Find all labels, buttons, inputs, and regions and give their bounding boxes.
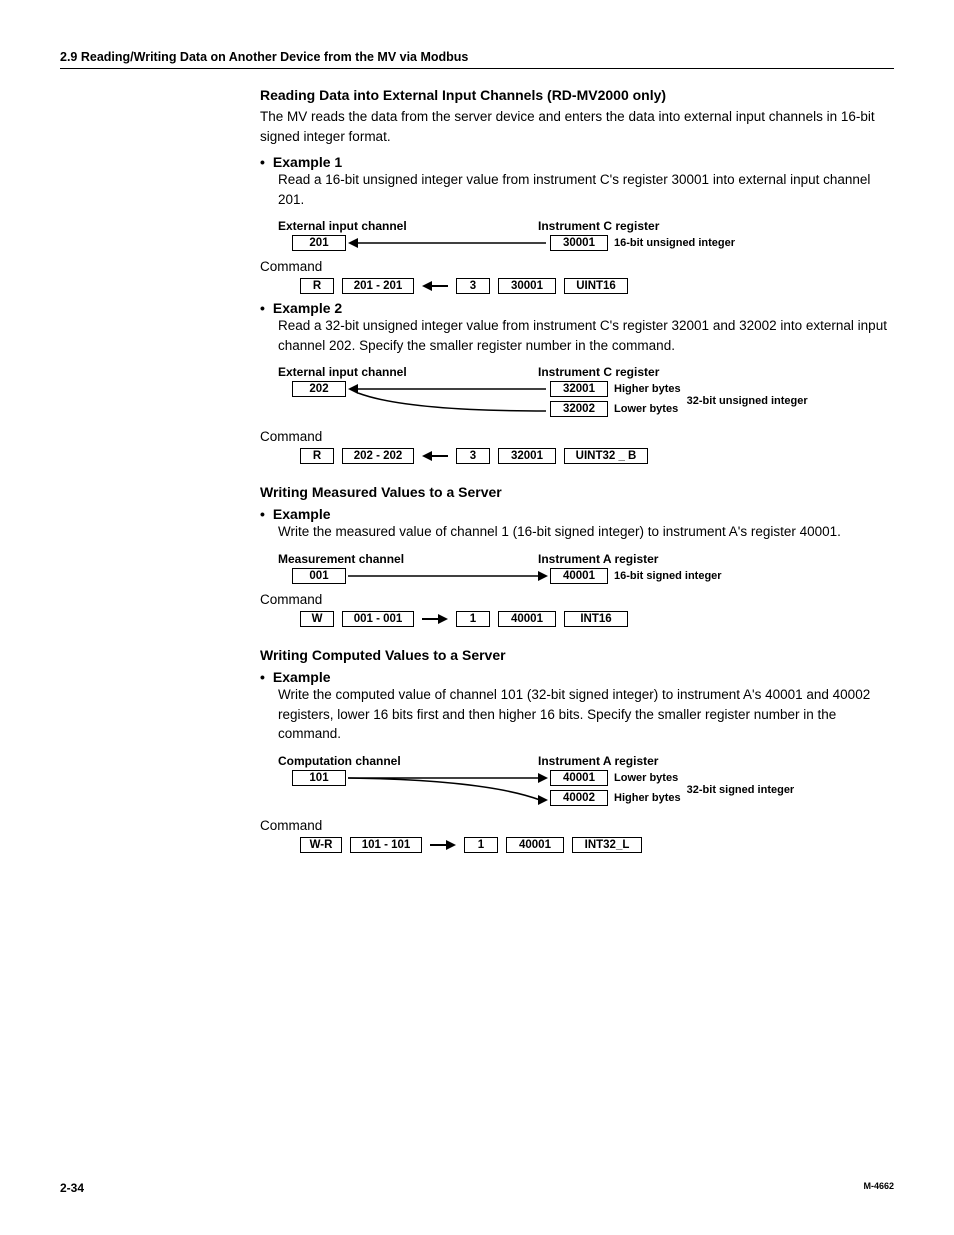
arrow-right-icon (430, 839, 456, 851)
sec3-example-heading: • Example (260, 669, 894, 685)
ex1-right-box: 30001 (550, 235, 608, 251)
cmd-box: 32001 (498, 448, 556, 464)
multi-arrow-left-icon (346, 381, 550, 421)
example2-heading: • Example 2 (260, 300, 894, 316)
sec3-reg1-annot: Lower bytes (614, 772, 678, 784)
ex1-left-box: 201 (292, 235, 346, 251)
cmd-box: 3 (456, 448, 490, 464)
cmd-box: UINT32 _ B (564, 448, 648, 464)
command-label: Command (260, 818, 894, 833)
ex1-command: R 201 - 201 3 30001 UINT16 (278, 278, 894, 294)
sec2-command: W 001 - 001 1 40001 INT16 (278, 611, 894, 627)
sec2-right-label: Instrument A register (538, 552, 658, 566)
example2-diagram: External input channel Instrument C regi… (278, 365, 894, 421)
example1-diagram: External input channel Instrument C regi… (278, 219, 894, 251)
cmd-box: 1 (464, 837, 498, 853)
ex2-reg1-annot: Higher bytes (614, 383, 681, 395)
section1-intro: The MV reads the data from the server de… (260, 107, 894, 146)
arrow-left-icon (422, 450, 448, 462)
cmd-box: W (300, 611, 334, 627)
sec3-left-box: 101 (292, 770, 346, 786)
ex1-right-annot: 16-bit unsigned integer (614, 237, 735, 249)
example1-text: Read a 16-bit unsigned integer value fro… (278, 170, 894, 209)
sec3-reg1-box: 40001 (550, 770, 608, 786)
page-footer: 2-34 M-4662 (60, 1181, 894, 1195)
example2-text: Read a 32-bit unsigned integer value fro… (278, 316, 894, 355)
sec3-diagram: Computation channel Instrument A registe… (278, 754, 894, 810)
cmd-box: 202 - 202 (342, 448, 414, 464)
section1-title: Reading Data into External Input Channel… (260, 87, 894, 103)
sec3-right-annot: 32-bit signed integer (687, 784, 795, 796)
sec3-example-text: Write the computed value of channel 101 … (278, 685, 894, 744)
ex1-left-label: External input channel (278, 219, 538, 233)
ex2-right-annot: 32-bit unsigned integer (687, 395, 808, 407)
sec2-example-text: Write the measured value of channel 1 (1… (278, 522, 894, 542)
sec2-left-box: 001 (292, 568, 346, 584)
cmd-box: INT16 (564, 611, 628, 627)
example2-title: Example 2 (273, 300, 342, 316)
cmd-box: 1 (456, 611, 490, 627)
cmd-box: W-R (300, 837, 342, 853)
bullet-icon: • (260, 506, 265, 522)
arrow-left-icon (422, 280, 448, 292)
page-number: 2-34 (60, 1181, 84, 1195)
ex2-reg2-box: 32002 (550, 401, 608, 417)
page-header: 2.9 Reading/Writing Data on Another Devi… (60, 50, 894, 69)
section2-title: Writing Measured Values to a Server (260, 484, 894, 500)
sec3-reg2-box: 40002 (550, 790, 608, 806)
ex2-left-box: 202 (292, 381, 346, 397)
ex2-reg2-annot: Lower bytes (614, 403, 678, 415)
sec2-example-title: Example (273, 506, 331, 522)
ex1-right-label: Instrument C register (538, 219, 659, 233)
arrow-right-icon (346, 568, 550, 584)
ex2-reg1-box: 32001 (550, 381, 608, 397)
cmd-box: UINT16 (564, 278, 628, 294)
command-label: Command (260, 592, 894, 607)
bullet-icon: • (260, 300, 265, 316)
sec3-reg2-annot: Higher bytes (614, 792, 681, 804)
bullet-icon: • (260, 154, 265, 170)
ex2-right-label: Instrument C register (538, 365, 659, 379)
sec2-left-label: Measurement channel (278, 552, 538, 566)
cmd-box: 201 - 201 (342, 278, 414, 294)
example1-title: Example 1 (273, 154, 342, 170)
cmd-box: INT32_L (572, 837, 642, 853)
multi-arrow-right-icon (346, 770, 550, 810)
section3-title: Writing Computed Values to a Server (260, 647, 894, 663)
manual-number: M-4662 (863, 1181, 894, 1195)
sec2-example-heading: • Example (260, 506, 894, 522)
ex2-command: R 202 - 202 3 32001 UINT32 _ B (278, 448, 894, 464)
command-label: Command (260, 259, 894, 274)
cmd-box: 3 (456, 278, 490, 294)
bullet-icon: • (260, 669, 265, 685)
sec3-left-label: Computation channel (278, 754, 538, 768)
content-body: Reading Data into External Input Channel… (260, 87, 894, 853)
sec3-command: W-R 101 - 101 1 40001 INT32_L (278, 837, 894, 853)
cmd-box: 40001 (498, 611, 556, 627)
cmd-box: R (300, 278, 334, 294)
cmd-box: 30001 (498, 278, 556, 294)
sec2-right-box: 40001 (550, 568, 608, 584)
ex2-left-label: External input channel (278, 365, 538, 379)
arrow-right-icon (422, 613, 448, 625)
example1-heading: • Example 1 (260, 154, 894, 170)
cmd-box: 101 - 101 (350, 837, 422, 853)
command-label: Command (260, 429, 894, 444)
cmd-box: 001 - 001 (342, 611, 414, 627)
sec3-example-title: Example (273, 669, 331, 685)
sec2-diagram: Measurement channel Instrument A registe… (278, 552, 894, 584)
sec2-right-annot: 16-bit signed integer (614, 570, 722, 582)
arrow-left-icon (346, 235, 550, 251)
cmd-box: R (300, 448, 334, 464)
cmd-box: 40001 (506, 837, 564, 853)
sec3-right-label: Instrument A register (538, 754, 658, 768)
